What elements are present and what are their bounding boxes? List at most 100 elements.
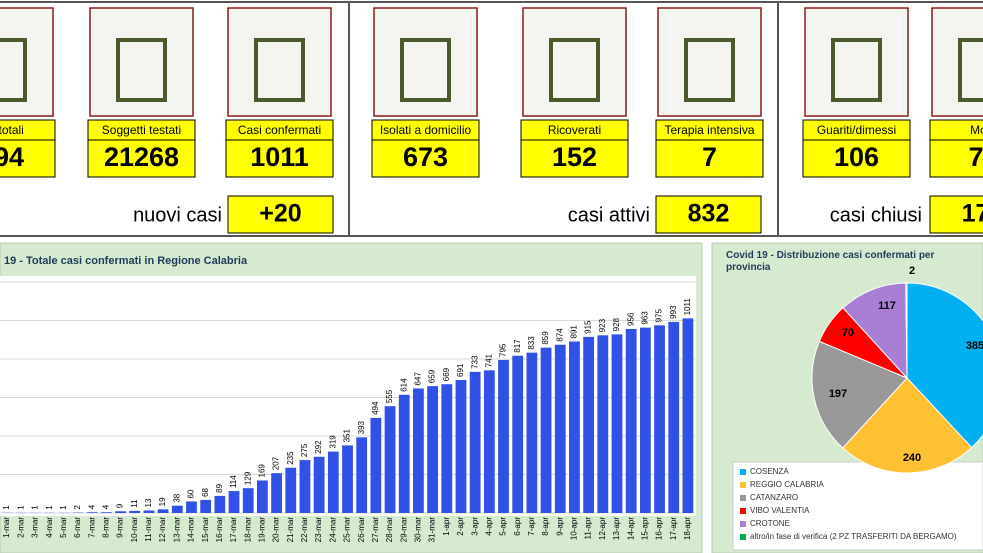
x-tick-label: 5-apr xyxy=(499,517,508,536)
bar xyxy=(143,510,155,513)
bar xyxy=(327,451,339,513)
bar xyxy=(242,488,254,513)
x-tick-label: 8-apr xyxy=(541,517,550,536)
bar xyxy=(313,456,325,513)
value-box xyxy=(0,139,56,178)
pie-legend-box xyxy=(732,461,983,551)
legend-label: REGGIO CALABRIA xyxy=(750,480,824,489)
data-label: 319 xyxy=(328,435,337,449)
legend-swatch xyxy=(740,482,746,488)
item-value: 673 xyxy=(403,142,448,172)
item-label: Terapia intensiva xyxy=(664,123,754,137)
data-label: 9 xyxy=(116,503,125,508)
x-tick-label: 29-mar xyxy=(399,517,408,543)
x-tick-label: 13-apr xyxy=(612,517,621,540)
summary-value: +20 xyxy=(259,200,301,228)
data-label: 874 xyxy=(555,328,564,342)
icon-box xyxy=(373,7,478,117)
x-tick-label: 18-mar xyxy=(243,517,252,543)
data-label: 207 xyxy=(272,456,281,470)
data-label: 659 xyxy=(428,369,437,383)
x-tick-label: 1-mar xyxy=(2,517,11,538)
bar xyxy=(455,379,467,513)
data-label: 691 xyxy=(456,363,465,377)
pie-title: Covid 19 - Distribuzione casi confermati… xyxy=(726,250,935,273)
icon-figure xyxy=(254,38,305,102)
data-label: 555 xyxy=(385,389,394,403)
bar xyxy=(157,509,169,513)
legend-label: altro/in fase di verifica (2 PZ TRASFERI… xyxy=(750,532,957,541)
data-label: 4 xyxy=(101,504,110,509)
legend-label: CROTONE xyxy=(750,519,790,528)
data-label: 1 xyxy=(45,505,54,510)
data-label: 235 xyxy=(286,451,295,465)
item-value: 1011 xyxy=(250,142,309,172)
pie-label: 2 xyxy=(909,265,915,277)
bar xyxy=(413,388,424,513)
pie-slice xyxy=(905,282,908,379)
bar xyxy=(512,355,524,513)
bar xyxy=(569,341,580,513)
x-tick-label: 5-mar xyxy=(59,517,68,538)
bar xyxy=(498,359,509,513)
x-tick-label: 2-mar xyxy=(16,517,25,538)
data-label: 68 xyxy=(201,487,210,496)
bar xyxy=(682,318,694,513)
data-label: 13 xyxy=(144,498,153,507)
data-label: 351 xyxy=(343,429,352,443)
x-tick-label: 27-mar xyxy=(371,517,380,543)
data-label: 975 xyxy=(655,308,664,322)
data-label: 393 xyxy=(357,420,366,434)
x-tick-label: 6-mar xyxy=(73,517,82,538)
data-label: 1 xyxy=(2,505,11,510)
data-label: 963 xyxy=(640,311,649,325)
legend-swatch xyxy=(740,534,746,540)
bar xyxy=(228,491,240,513)
x-tick-label: 19-mar xyxy=(258,517,267,543)
x-tick-label: 30-mar xyxy=(414,517,423,543)
bar xyxy=(625,328,637,513)
pie-label: 70 xyxy=(842,327,854,339)
bar xyxy=(654,325,665,513)
item-label: Ricoverati xyxy=(548,123,601,137)
data-label: 669 xyxy=(442,367,451,381)
data-label: 2 xyxy=(73,505,82,510)
x-tick-label: 4-apr xyxy=(484,517,493,536)
x-tick-label: 17-apr xyxy=(669,517,678,540)
bar xyxy=(186,501,197,513)
icon-figure xyxy=(400,38,451,102)
bar xyxy=(526,352,538,513)
data-label: 169 xyxy=(258,464,267,478)
data-label: 292 xyxy=(314,440,323,454)
icon-figure xyxy=(958,38,983,102)
x-tick-label: 25-mar xyxy=(343,517,352,543)
data-label: 1 xyxy=(31,505,40,510)
legend-label: COSENZA xyxy=(750,467,789,476)
data-label: 956 xyxy=(626,312,635,326)
bar xyxy=(668,321,680,513)
legend-swatch xyxy=(740,469,746,475)
x-tick-label: 15-apr xyxy=(640,517,649,540)
item-label: oni totali xyxy=(0,123,24,137)
pie-slice xyxy=(906,282,983,449)
x-tick-label: 1-apr xyxy=(442,517,451,536)
data-label: 11 xyxy=(130,499,139,508)
data-label: 733 xyxy=(470,355,479,369)
x-tick-label: 28-mar xyxy=(385,517,394,543)
summary-label: casi attivi xyxy=(568,204,650,226)
pie-label: 197 xyxy=(829,388,847,400)
icon-figure xyxy=(0,38,27,102)
data-label: 923 xyxy=(598,318,607,332)
summary-box xyxy=(655,195,762,234)
summary-label: nuovi casi xyxy=(133,204,222,226)
x-tick-label: 6-apr xyxy=(513,517,522,536)
value-box xyxy=(520,139,629,178)
item-value: 794 xyxy=(0,142,24,172)
data-label: 4 xyxy=(87,504,96,509)
icon-figure xyxy=(831,38,882,102)
x-tick-label: 3-apr xyxy=(470,517,479,536)
pie-label: 117 xyxy=(878,300,896,312)
x-tick-label: 8-mar xyxy=(101,517,110,538)
bar xyxy=(342,445,353,513)
bar xyxy=(427,386,438,513)
